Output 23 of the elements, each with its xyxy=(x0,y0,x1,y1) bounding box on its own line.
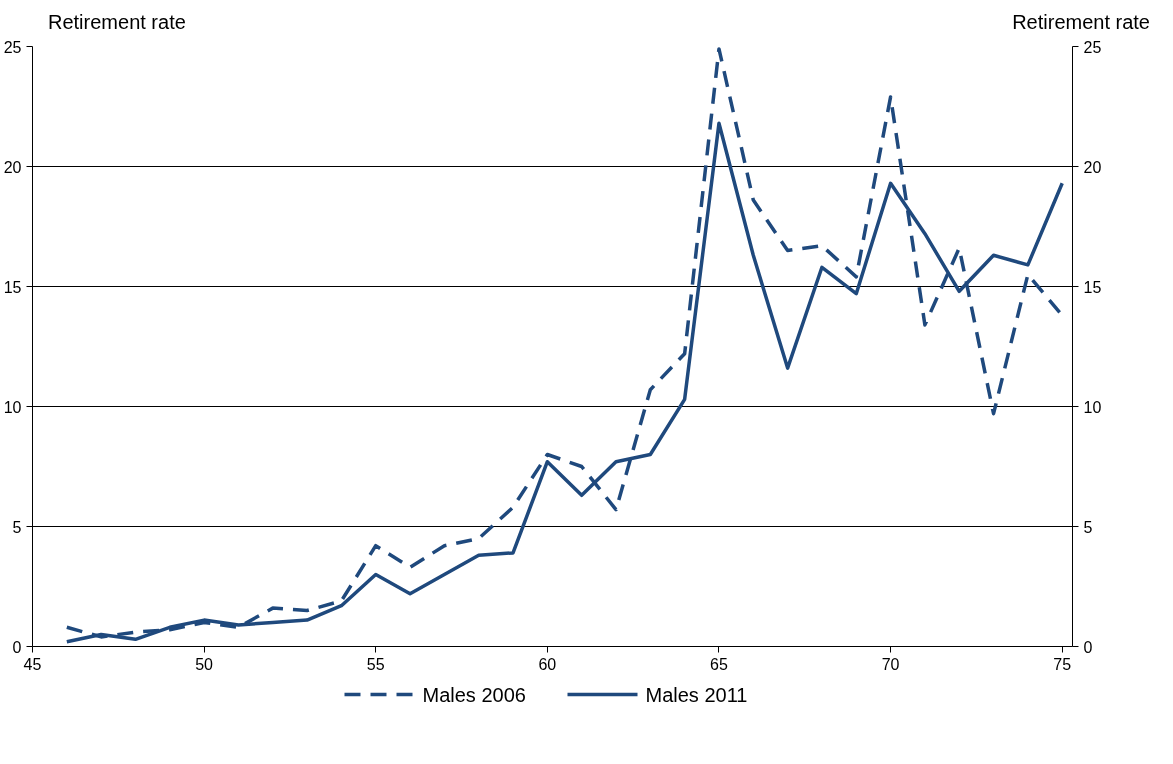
x-tick-label: 45 xyxy=(23,655,42,673)
x-tick-label: 60 xyxy=(538,655,557,673)
y-tick-label: 0 xyxy=(12,638,22,656)
x-tick-label: 70 xyxy=(881,655,900,673)
y2-tick-label: 25 xyxy=(1083,38,1102,56)
y-tick-label: 15 xyxy=(3,278,22,296)
y-axis-title: Retirement rate xyxy=(48,10,186,35)
y-tick-label: 10 xyxy=(3,398,22,416)
y2-tick-label: 10 xyxy=(1083,398,1102,416)
y-tick-label: 20 xyxy=(3,158,22,176)
y2-tick-label: 5 xyxy=(1083,518,1093,536)
x-tick-label: 55 xyxy=(366,655,385,673)
legend-label: Males 2006 xyxy=(422,683,526,706)
legend-label: Males 2011 xyxy=(645,683,748,706)
y2-tick-label: 0 xyxy=(1083,638,1093,656)
y-tick-label: 25 xyxy=(3,38,22,56)
x-tick-label: 75 xyxy=(1053,655,1072,673)
x-tick-label: 65 xyxy=(710,655,728,673)
y2-tick-label: 15 xyxy=(1083,278,1102,296)
x-tick-label: 50 xyxy=(195,655,214,673)
y2-axis-title: Retirement rate xyxy=(1012,10,1150,35)
y-tick-label: 5 xyxy=(12,518,22,536)
y2-tick-label: 20 xyxy=(1083,158,1102,176)
